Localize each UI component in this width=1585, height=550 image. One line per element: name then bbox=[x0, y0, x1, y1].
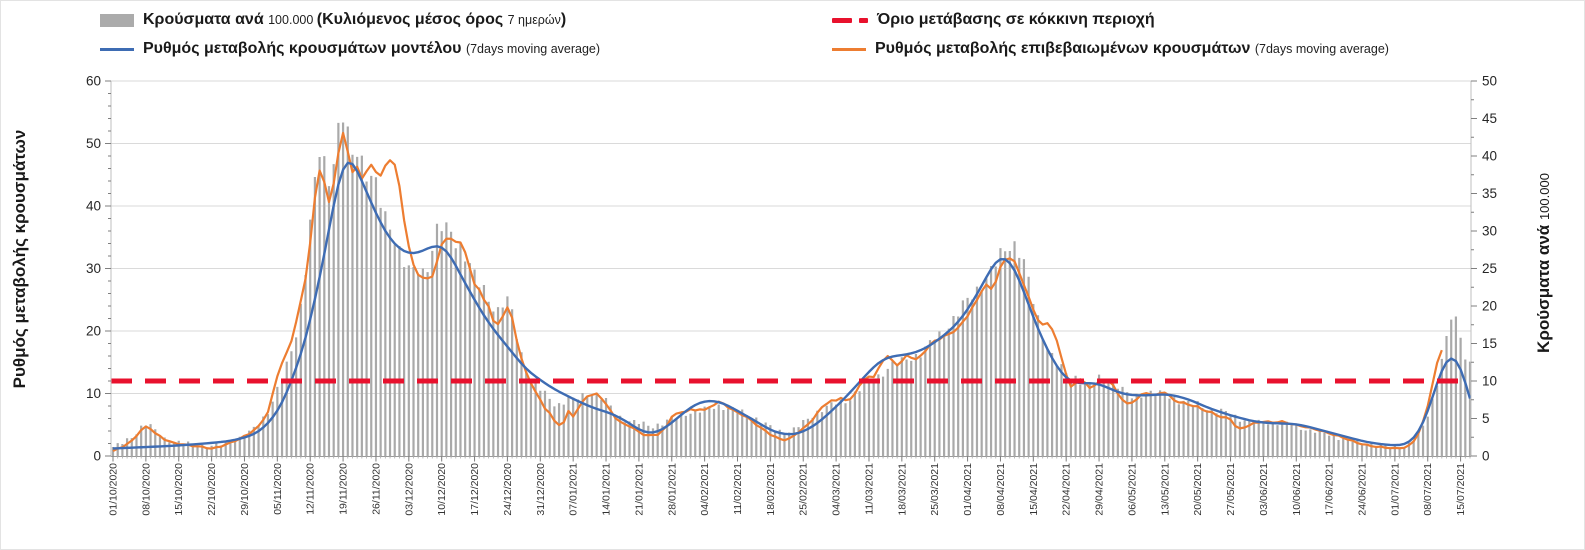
x-tick-label: 17/06/2021 bbox=[1324, 463, 1336, 516]
svg-text:15: 15 bbox=[1482, 336, 1497, 351]
x-tick-label: 24/12/2020 bbox=[502, 463, 514, 516]
svg-text:45: 45 bbox=[1482, 111, 1497, 126]
x-tick-label: 17/12/2020 bbox=[469, 463, 481, 516]
x-tick-label: 08/07/2021 bbox=[1422, 463, 1434, 516]
svg-text:0: 0 bbox=[93, 449, 101, 464]
svg-text:30: 30 bbox=[1482, 224, 1497, 239]
svg-text:10: 10 bbox=[86, 386, 101, 401]
svg-text:30: 30 bbox=[86, 261, 101, 276]
svg-text:25: 25 bbox=[1482, 261, 1497, 276]
x-tick-label: 03/06/2021 bbox=[1258, 463, 1270, 516]
x-tick-label: 01/10/2020 bbox=[108, 463, 120, 516]
legend-item-cases-bars: Κρούσματα ανά 100.000 (Κυλιόμενος μέσος … bbox=[100, 9, 566, 31]
x-tick-label: 29/04/2021 bbox=[1094, 463, 1106, 516]
svg-text:20: 20 bbox=[86, 324, 101, 339]
confirmed-rate-line bbox=[112, 131, 1443, 452]
model-rate-label: Ρυθμός μεταβολής κρουσμάτων μοντέλου (7d… bbox=[143, 40, 601, 57]
x-tick-label: 10/12/2020 bbox=[436, 463, 448, 516]
x-tick-label: 04/02/2021 bbox=[699, 463, 711, 516]
x-tick-label: 12/11/2020 bbox=[305, 463, 317, 515]
x-tick-label: 06/05/2021 bbox=[1126, 463, 1138, 516]
confirmed-rate-swatch bbox=[832, 47, 866, 51]
x-tick-label: 25/02/2021 bbox=[798, 463, 810, 516]
svg-text:10: 10 bbox=[1482, 374, 1497, 389]
x-tick-label: 10/06/2021 bbox=[1291, 463, 1303, 516]
x-tick-label: 15/07/2021 bbox=[1455, 463, 1467, 516]
x-tick-label: 29/10/2020 bbox=[239, 463, 251, 516]
model-rate-line bbox=[112, 161, 1472, 450]
svg-text:60: 60 bbox=[86, 74, 101, 89]
svg-text:50: 50 bbox=[1482, 74, 1497, 89]
legend-item-confirmed-rate-line: Ρυθμός μεταβολής επιβεβαιωμένων κρουσμάτ… bbox=[832, 38, 1389, 60]
x-tick-label: 01/04/2021 bbox=[962, 463, 974, 516]
x-tick-label: 11/03/2021 bbox=[864, 463, 876, 515]
x-tick-label: 22/04/2021 bbox=[1061, 463, 1073, 516]
x-tick-label: 21/01/2021 bbox=[633, 463, 645, 516]
svg-text:0: 0 bbox=[1482, 449, 1490, 464]
confirmed-rate-label: Ρυθμός μεταβολής επιβεβαιωμένων κρουσμάτ… bbox=[875, 40, 1389, 57]
x-tick-label: 28/01/2021 bbox=[666, 463, 678, 516]
x-tick-label: 18/02/2021 bbox=[765, 463, 777, 516]
x-tick-label: 19/11/2020 bbox=[338, 463, 350, 515]
x-tick-label: 18/03/2021 bbox=[896, 463, 908, 516]
x-tick-label: 01/07/2021 bbox=[1389, 463, 1401, 516]
x-tick-label: 05/11/2020 bbox=[272, 463, 284, 515]
y-axis-right: 0 5 10 15 20 25 30 35 40 45 50 bbox=[1471, 74, 1497, 464]
svg-text:40: 40 bbox=[1482, 149, 1497, 164]
cases-bars-label: Κρούσματα ανά 100.000 (Κυλιόμενος μέσος … bbox=[143, 11, 567, 28]
x-tick-label: 13/05/2021 bbox=[1159, 463, 1171, 516]
x-tick-label: 15/04/2021 bbox=[1028, 463, 1040, 516]
svg-text:40: 40 bbox=[86, 199, 101, 214]
x-tick-label: 26/11/2020 bbox=[370, 463, 382, 515]
legend-item-model-rate-line: Ρυθμός μεταβολής κρουσμάτων μοντέλου (7d… bbox=[100, 38, 600, 60]
svg-text:35: 35 bbox=[1482, 186, 1497, 201]
x-tick-label: 27/05/2021 bbox=[1225, 463, 1237, 516]
right-axis-title: Κρούσματα ανά 100.000 bbox=[1534, 173, 1553, 353]
svg-text:50: 50 bbox=[86, 136, 101, 151]
x-tick-label: 15/10/2020 bbox=[173, 463, 185, 516]
x-tick-label: 24/06/2021 bbox=[1357, 463, 1369, 516]
cases-bars-swatch bbox=[100, 13, 134, 27]
case-bars bbox=[111, 122, 1472, 456]
red-threshold-swatch bbox=[832, 17, 868, 23]
model-rate-swatch bbox=[100, 47, 134, 51]
red-threshold-label: Όριο μετάβασης σε κόκκινη περιοχή bbox=[877, 11, 1155, 28]
x-tick-label: 20/05/2021 bbox=[1192, 463, 1204, 516]
x-tick-label: 25/03/2021 bbox=[929, 463, 941, 516]
svg-text:20: 20 bbox=[1482, 299, 1497, 314]
y-axis-left: 0 10 20 30 40 50 60 bbox=[86, 74, 111, 464]
x-tick-label: 04/03/2021 bbox=[831, 463, 843, 516]
legend-item-red-threshold: Όριο μετάβασης σε κόκκινη περιοχή bbox=[832, 9, 1155, 31]
x-tick-label: 11/02/2021 bbox=[732, 463, 744, 515]
x-tick-label: 07/01/2021 bbox=[568, 463, 580, 516]
svg-text:5: 5 bbox=[1482, 411, 1490, 426]
x-axis: 01/10/2020 08/10/2020 15/10/2020 22/10/2020… bbox=[108, 456, 1471, 516]
left-axis-title: Ρυθμός μεταβολής κρουσμάτων bbox=[10, 130, 29, 389]
x-tick-label: 14/01/2021 bbox=[601, 463, 613, 516]
x-tick-label: 08/04/2021 bbox=[995, 463, 1007, 516]
x-tick-label: 31/12/2020 bbox=[535, 463, 547, 516]
x-tick-label: 22/10/2020 bbox=[206, 463, 218, 516]
x-tick-label: 08/10/2020 bbox=[140, 463, 152, 516]
x-tick-label: 03/12/2020 bbox=[403, 463, 415, 516]
